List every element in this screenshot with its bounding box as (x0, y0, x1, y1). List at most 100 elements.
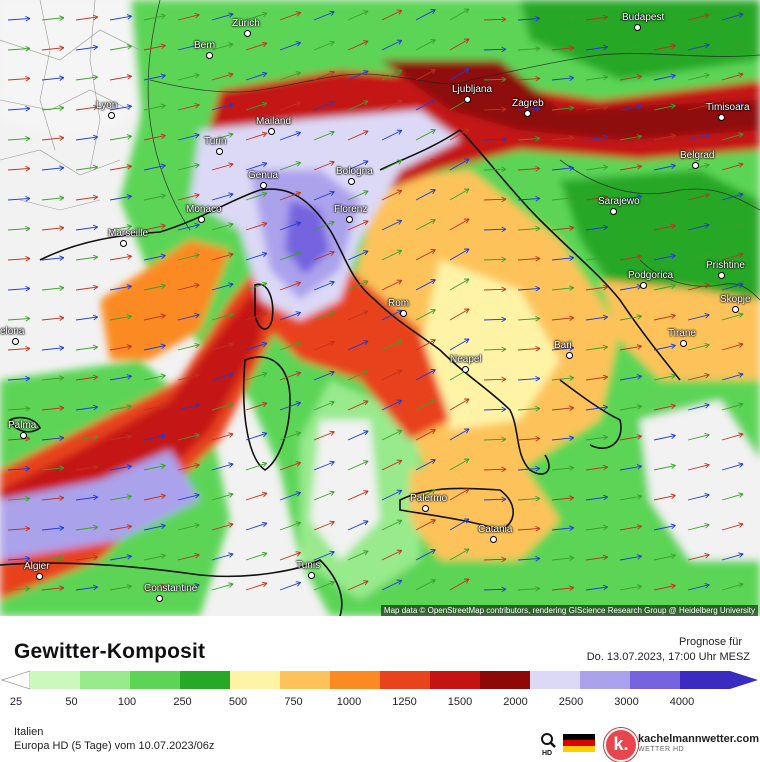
scale-tick-label: 3000 (614, 696, 638, 708)
brand-subtitle: WETTER HD (638, 746, 684, 753)
scale-tick-label: 1000 (337, 696, 361, 708)
city-label: Monaco (186, 204, 222, 215)
scale-tick-label: 50 (65, 696, 77, 708)
city-label: Bologna (336, 166, 373, 177)
city-label: Lyon (96, 100, 117, 111)
city-label: Podgorica (628, 270, 673, 281)
city-dot (346, 216, 353, 223)
city-label: Palermo (410, 493, 447, 504)
scale-swatch (430, 671, 480, 689)
city-dot (400, 310, 407, 317)
city-dot (462, 366, 469, 373)
city-dot (20, 432, 27, 439)
city-label: elona (0, 326, 24, 337)
scale-swatch (180, 671, 230, 689)
city-dot (464, 96, 471, 103)
city-label: Prishtine (706, 260, 745, 271)
scale-tick-label: 100 (118, 696, 136, 708)
city-label: Budapest (622, 12, 664, 23)
scale-arrow-low (2, 671, 30, 689)
city-dot (36, 573, 43, 580)
city-label: Bari (554, 340, 572, 351)
city-label: Tunis (296, 560, 320, 571)
scale-swatch (680, 671, 730, 689)
city-label: Catania (478, 524, 512, 535)
scale-swatch (80, 671, 130, 689)
city-label: Belgrad (680, 150, 714, 161)
scale-swatch (330, 671, 380, 689)
scale-swatch (480, 671, 530, 689)
scale-swatch (630, 671, 680, 689)
city-dot (524, 110, 531, 117)
city-label: Sarajewo (598, 196, 640, 207)
svg-text:HD: HD (542, 750, 552, 756)
forecast-date: Do. 13.07.2023, 17:00 Uhr MESZ (587, 651, 750, 663)
scale-tick-label: 1500 (448, 696, 472, 708)
scale-arrow-high (730, 671, 758, 689)
magnifier-hd-icon[interactable]: HD (540, 732, 558, 756)
city-label: Algier (24, 561, 50, 572)
city-label: Genua (248, 170, 278, 181)
scale-swatch (30, 671, 80, 689)
scale-tick-label: 4000 (670, 696, 694, 708)
city-dot (108, 112, 115, 119)
city-dot (206, 52, 213, 59)
city-label: Marseille (108, 228, 148, 239)
city-dot (490, 536, 497, 543)
city-label: Rom (388, 298, 409, 309)
city-dot (718, 272, 725, 279)
scale-swatch (530, 671, 580, 689)
scale-swatch (280, 671, 330, 689)
legend-panel: Gewitter-Komposit Prognose für Do. 13.07… (0, 616, 760, 760)
city-dot (216, 148, 223, 155)
region-label: Italien (14, 726, 43, 738)
city-label: Tirane (668, 328, 696, 339)
city-dot (12, 338, 19, 345)
city-dot (268, 128, 275, 135)
city-dot (244, 30, 251, 37)
map-attribution: Map data © OpenStreetMap contributors, r… (381, 605, 758, 616)
scale-tick-label: 2000 (503, 696, 527, 708)
scale-swatch (380, 671, 430, 689)
scale-tick-label: 500 (229, 696, 247, 708)
legend-title: Gewitter-Komposit (14, 640, 205, 664)
city-dot (156, 595, 163, 602)
city-label: Constantine (144, 583, 197, 594)
city-dot (718, 114, 725, 121)
scale-tick-label: 25 (10, 696, 22, 708)
city-label: Mailand (256, 116, 291, 127)
forecast-label: Prognose für (679, 636, 742, 648)
model-run-label: Europa HD (5 Tage) vom 10.07.2023/06z (14, 740, 214, 752)
city-label: Palma (8, 420, 36, 431)
city-dot (348, 178, 355, 185)
city-dot (422, 505, 429, 512)
scale-tick-label: 2500 (559, 696, 583, 708)
city-dot (308, 572, 315, 579)
city-label: Neapel (450, 354, 482, 365)
scale-swatch (130, 671, 180, 689)
scale-swatch (580, 671, 630, 689)
city-dot (198, 216, 205, 223)
city-dot (610, 208, 617, 215)
city-label: Zagreb (512, 98, 544, 109)
scale-tick-label: 250 (173, 696, 191, 708)
map-canvas (0, 0, 760, 616)
color-scale (0, 670, 760, 690)
city-dot (680, 340, 687, 347)
precip-field (0, 0, 760, 616)
german-flag-icon[interactable] (563, 734, 595, 752)
city-dot (732, 306, 739, 313)
city-dot (260, 182, 267, 189)
scale-swatch (230, 671, 280, 689)
scale-tick-label: 1250 (392, 696, 416, 708)
city-label: Bern (194, 40, 215, 51)
city-label: Timisoara (706, 102, 750, 113)
city-label: Zürich (232, 18, 260, 29)
city-dot (640, 282, 647, 289)
kachelmann-logo[interactable]: k. (604, 728, 638, 762)
city-label: Skopje (720, 294, 751, 305)
brand-name[interactable]: kachelmannwetter.com (638, 733, 759, 745)
city-dot (566, 352, 573, 359)
